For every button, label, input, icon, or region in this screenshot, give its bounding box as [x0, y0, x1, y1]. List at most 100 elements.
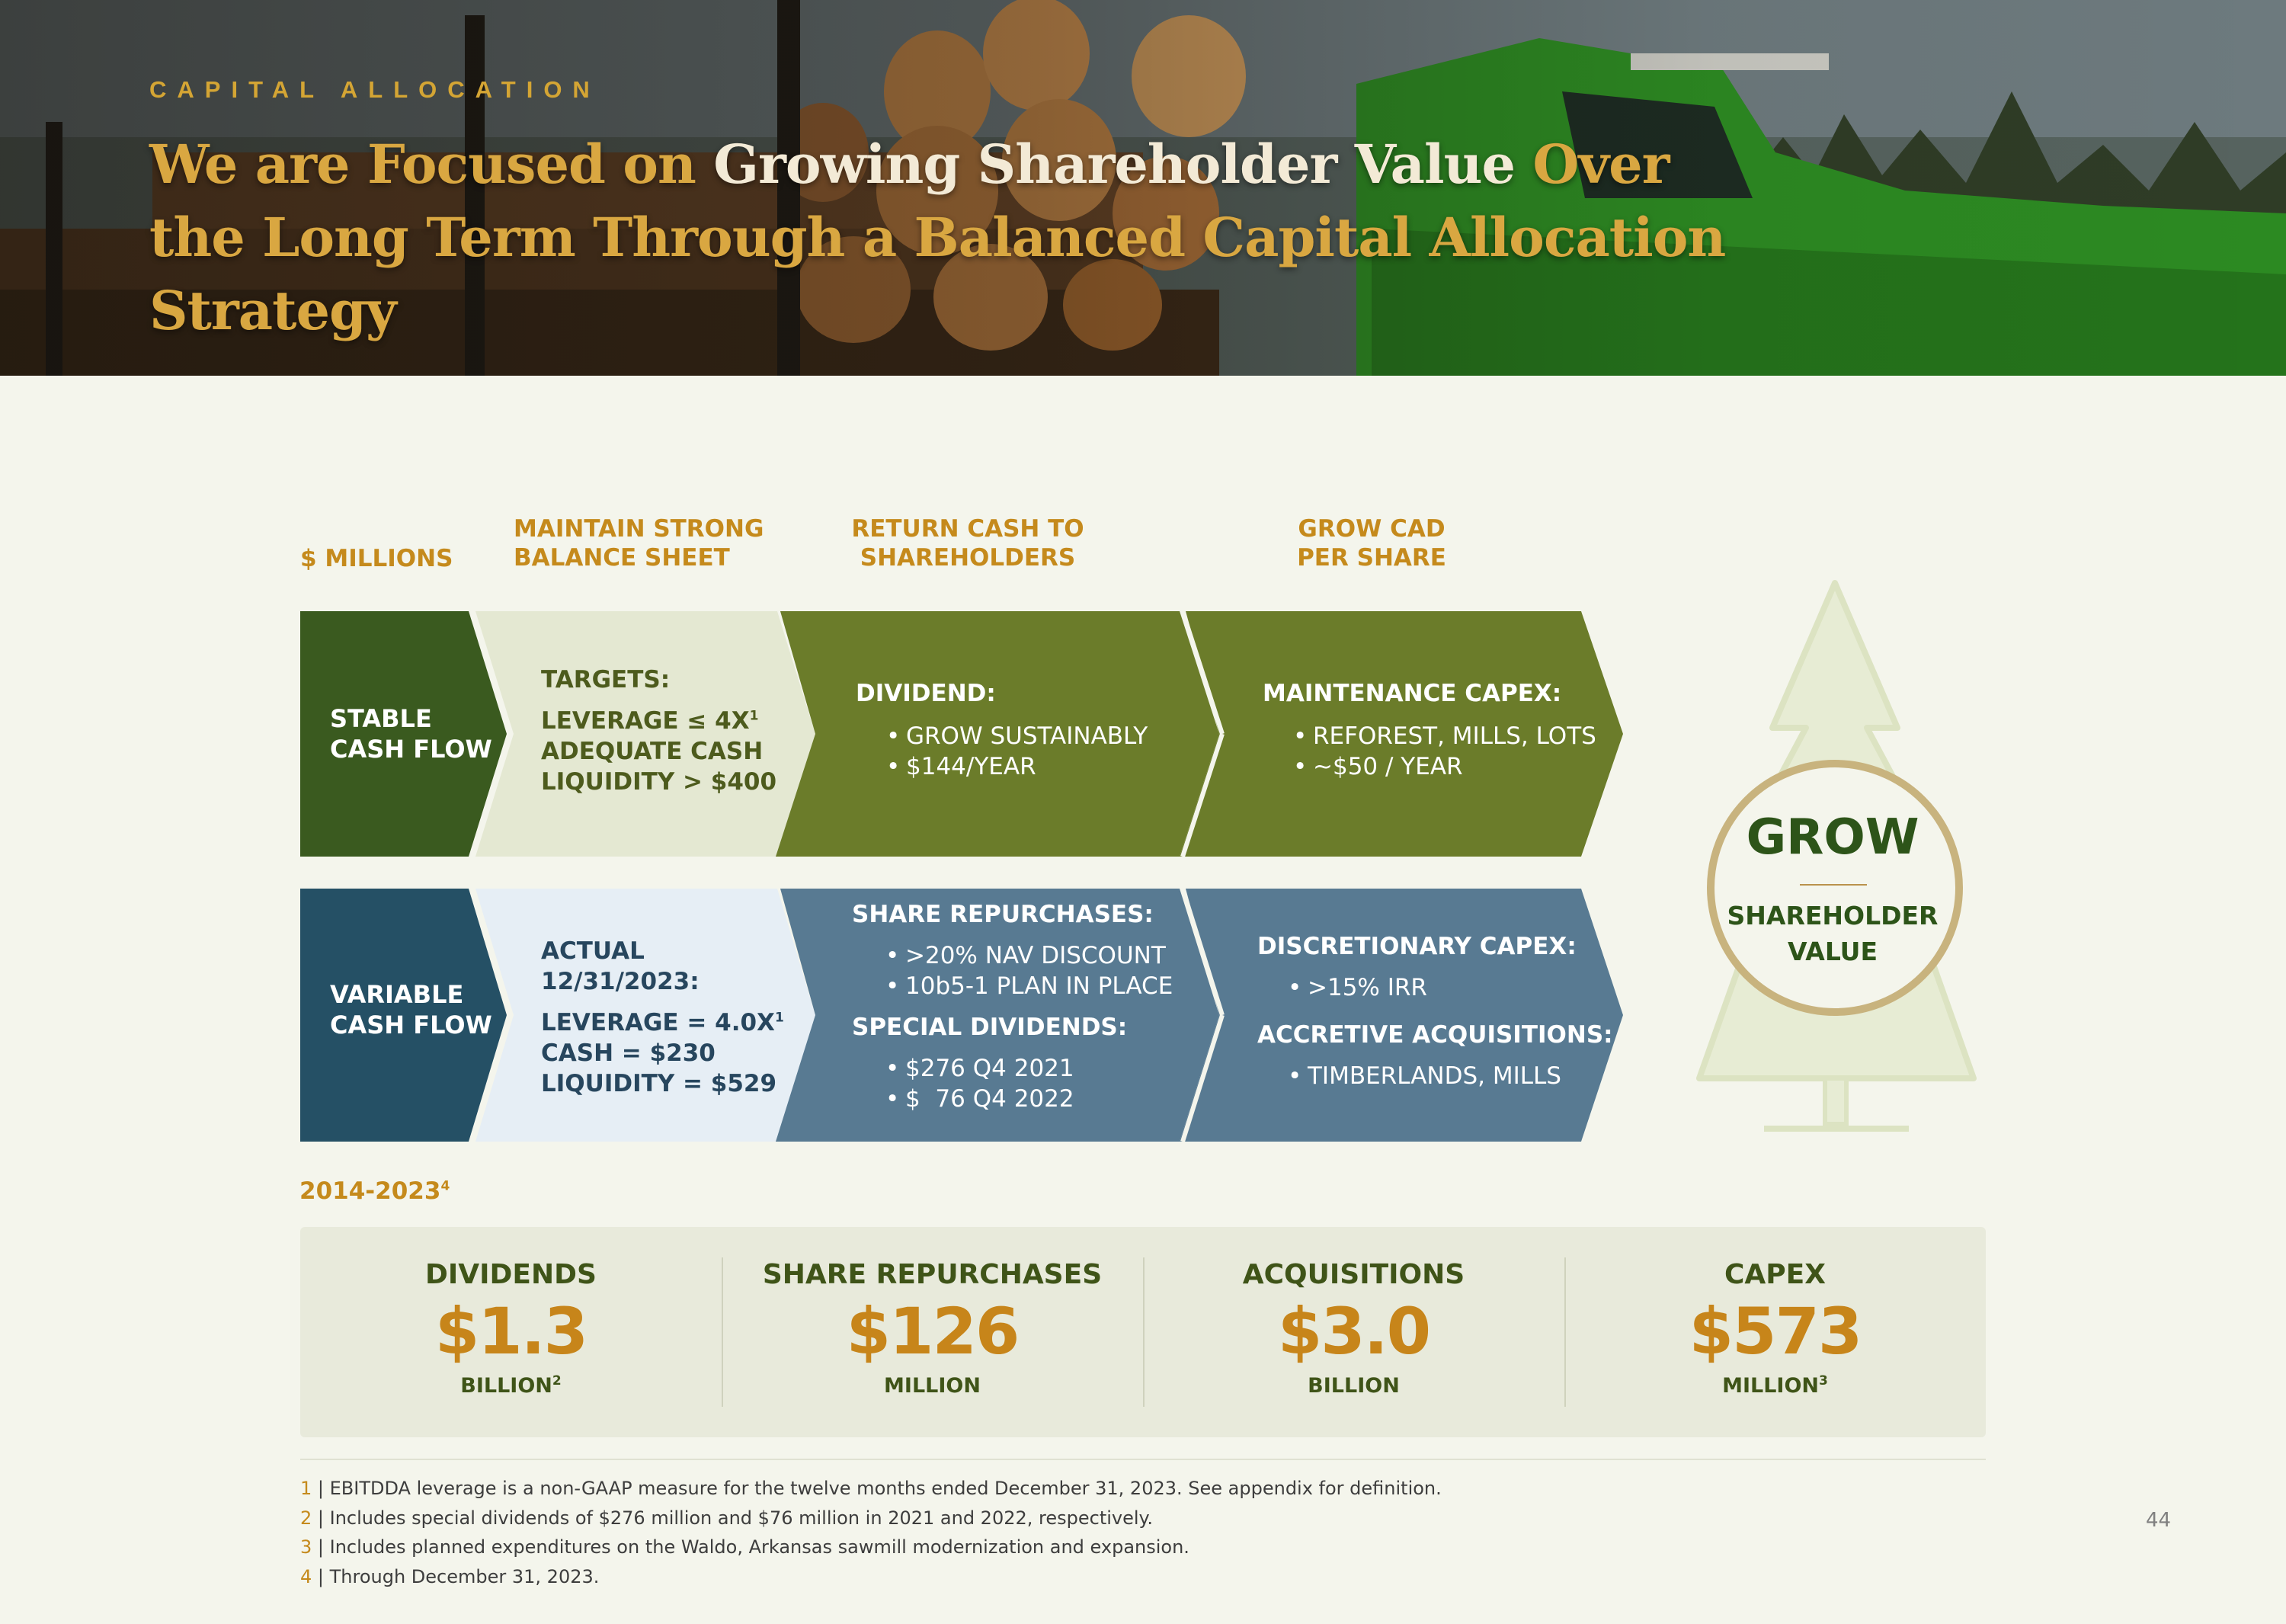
- actual-leverage: LEVERAGE = 4.0X: [541, 1009, 775, 1036]
- stat-divider: [722, 1257, 723, 1407]
- actual-title-line2: 12/31/2023:: [541, 968, 700, 995]
- shareholder-value-line2: VALUE: [1787, 937, 1878, 966]
- discretionary-text: DISCRETIONARY CAPEX: >15% IRR ACCRETIVE …: [1257, 931, 1613, 1091]
- repurchase-item: >20% NAV DISCOUNT: [882, 940, 1173, 971]
- actual-text: ACTUAL 12/31/2023: LEVERAGE = 4.0X1 CASH…: [541, 936, 784, 1099]
- maintenance-capex-item: REFOREST, MILLS, LOTS: [1290, 721, 1596, 751]
- stat-capex: CAPEX $573 MILLION3: [1564, 1227, 1986, 1437]
- variable-label-line2: CASH FLOW: [330, 1011, 492, 1039]
- column-header-return-cash-line2: SHAREHOLDERS: [860, 544, 1076, 572]
- maintenance-capex-text: MAINTENANCE CAPEX: REFOREST, MILLS, LOTS…: [1263, 678, 1596, 782]
- target-liquidity: LIQUIDITY > $400: [541, 768, 777, 796]
- stat-share-repurchases: SHARE REPURCHASES $126 MILLION: [722, 1227, 1143, 1437]
- maintenance-capex-item: ~$50 / YEAR: [1290, 751, 1596, 782]
- column-header-grow-cad-line1: GROW CAD: [1298, 515, 1446, 543]
- actual-leverage-footnote: 1: [774, 1010, 784, 1026]
- accretive-acquisitions-title: ACCRETIVE ACQUISITIONS:: [1257, 1021, 1613, 1049]
- special-dividend-item: $276 Q4 2021: [882, 1053, 1173, 1084]
- units-label: $ MILLIONS: [300, 545, 453, 572]
- footnote-text: | EBITDDA leverage is a non-GAAP measure…: [312, 1478, 1442, 1499]
- maintenance-capex-title: MAINTENANCE CAPEX:: [1263, 680, 1562, 707]
- dividend-item: $144/YEAR: [883, 751, 1148, 782]
- title-segment-3: Over the Long Term Through a Balanced Ca…: [149, 133, 1726, 342]
- targets-chevron: [475, 611, 815, 857]
- column-header-return-cash-line1: RETURN CASH TO: [851, 515, 1084, 543]
- stat-footnote: 2: [552, 1373, 562, 1389]
- footnote: 4 | Through December 31, 2023.: [300, 1562, 1442, 1592]
- actual-liquidity: LIQUIDITY = $529: [541, 1070, 777, 1097]
- footnote-number: 1: [300, 1478, 312, 1499]
- stat-dividends: DIVIDENDS $1.3 BILLION2: [300, 1227, 722, 1437]
- column-header-balance-sheet-line1: MAINTAIN STRONG: [514, 515, 764, 543]
- footnote-text: | Through December 31, 2023.: [312, 1565, 600, 1587]
- column-header-balance-sheet-line2: BALANCE SHEET: [514, 544, 730, 572]
- stat-unit: MILLION3: [1564, 1374, 1986, 1398]
- footnote: 3 | Includes planned expenditures on the…: [300, 1533, 1442, 1562]
- stat-value: $1.3: [434, 1294, 588, 1369]
- stat-unit: MILLION: [722, 1374, 1143, 1398]
- stat-value: $126: [846, 1294, 1020, 1369]
- variable-label-line1: VARIABLE: [330, 980, 464, 1009]
- title-segment-1: We are Focused on: [149, 133, 714, 196]
- stat-divider: [1143, 1257, 1145, 1407]
- title-segment-2: Growing Shareholder Value: [713, 133, 1516, 196]
- header-banner: CAPITAL ALLOCATION We are Focused on Gro…: [0, 0, 2286, 376]
- footnote-rule: [300, 1459, 1986, 1460]
- stat-value: $3.0: [1277, 1294, 1431, 1369]
- stable-label-line1: STABLE: [330, 704, 432, 733]
- stat-label: ACQUISITIONS: [1242, 1259, 1465, 1290]
- footnote-text: | Includes planned expenditures on the W…: [312, 1536, 1189, 1558]
- period-footnote: 4: [440, 1178, 450, 1194]
- actual-chevron: [475, 889, 815, 1142]
- stat-unit: BILLION2: [300, 1374, 722, 1398]
- dividend-item: GROW SUSTAINABLY: [883, 721, 1148, 751]
- shareholder-value-line1: SHAREHOLDER: [1727, 901, 1939, 931]
- column-header-grow-cad-line2: PER SHARE: [1297, 544, 1446, 572]
- stat-divider: [1564, 1257, 1566, 1407]
- stat-unit-text: BILLION: [1308, 1374, 1400, 1398]
- dividend-text: DIVIDEND: GROW SUSTAINABLY $144/YEAR: [856, 678, 1148, 782]
- stat-label: SHARE REPURCHASES: [762, 1259, 1103, 1290]
- footnote: 2 | Includes special dividends of $276 m…: [300, 1504, 1442, 1533]
- footnote-number: 2: [300, 1507, 312, 1529]
- stat-unit-text: MILLION: [884, 1374, 981, 1398]
- targets-text: TARGETS: LEVERAGE ≤ 4X1 ADEQUATE CASH LI…: [541, 665, 776, 797]
- variable-cash-flow-block: [300, 889, 507, 1142]
- accretive-acquisitions-item: TIMBERLANDS, MILLS: [1285, 1061, 1613, 1091]
- column-header-grow-cad: GROW CAD PER SHARE: [1250, 514, 1494, 572]
- shareholder-return-text: SHARE REPURCHASES: >20% NAV DISCOUNT 10b…: [852, 899, 1173, 1114]
- tree-icon: [1696, 580, 1977, 1132]
- special-dividends-title: SPECIAL DIVIDENDS:: [852, 1014, 1128, 1041]
- special-dividend-item: $ 76 Q4 2022: [882, 1084, 1173, 1114]
- targets-title: TARGETS:: [541, 666, 671, 693]
- stable-cash-flow-block: [300, 611, 507, 857]
- target-cash: ADEQUATE CASH: [541, 738, 764, 765]
- cumulative-stats-panel: DIVIDENDS $1.3 BILLION2 SHARE REPURCHASE…: [300, 1227, 1986, 1437]
- target-leverage-footnote: 1: [749, 708, 759, 724]
- column-header-return-cash: RETURN CASH TO SHAREHOLDERS: [846, 514, 1090, 572]
- stat-unit-text: MILLION: [1722, 1374, 1820, 1398]
- stat-acquisitions: ACQUISITIONS $3.0 BILLION: [1143, 1227, 1564, 1437]
- footnote-number: 4: [300, 1565, 312, 1587]
- stable-label-line2: CASH FLOW: [330, 735, 492, 764]
- footnote-text: | Includes special dividends of $276 mil…: [312, 1507, 1153, 1529]
- shareholder-value-label: SHAREHOLDER VALUE: [1707, 898, 1958, 969]
- discretionary-capex-item: >15% IRR: [1285, 972, 1613, 1003]
- actual-cash: CASH = $230: [541, 1039, 716, 1067]
- stat-footnote: 3: [1819, 1373, 1828, 1389]
- period-label: 2014-20234: [299, 1177, 450, 1205]
- grow-divider: [1800, 884, 1867, 886]
- stat-label: DIVIDENDS: [425, 1259, 597, 1290]
- page-number: 44: [2146, 1509, 2172, 1532]
- footnote: 1 | EBITDDA leverage is a non-GAAP measu…: [300, 1474, 1442, 1504]
- column-header-balance-sheet: MAINTAIN STRONG BALANCE SHEET: [514, 514, 764, 572]
- footnotes: 1 | EBITDDA leverage is a non-GAAP measu…: [300, 1474, 1442, 1591]
- stat-value: $573: [1689, 1294, 1863, 1369]
- stat-unit-text: BILLION: [460, 1374, 552, 1398]
- repurchase-title: SHARE REPURCHASES:: [852, 901, 1154, 928]
- discretionary-capex-title: DISCRETIONARY CAPEX:: [1257, 933, 1577, 960]
- stat-label: CAPEX: [1724, 1259, 1826, 1290]
- header-overlay: [0, 0, 2286, 376]
- section-eyebrow: CAPITAL ALLOCATION: [149, 76, 600, 103]
- repurchase-item: 10b5-1 PLAN IN PLACE: [882, 971, 1173, 1001]
